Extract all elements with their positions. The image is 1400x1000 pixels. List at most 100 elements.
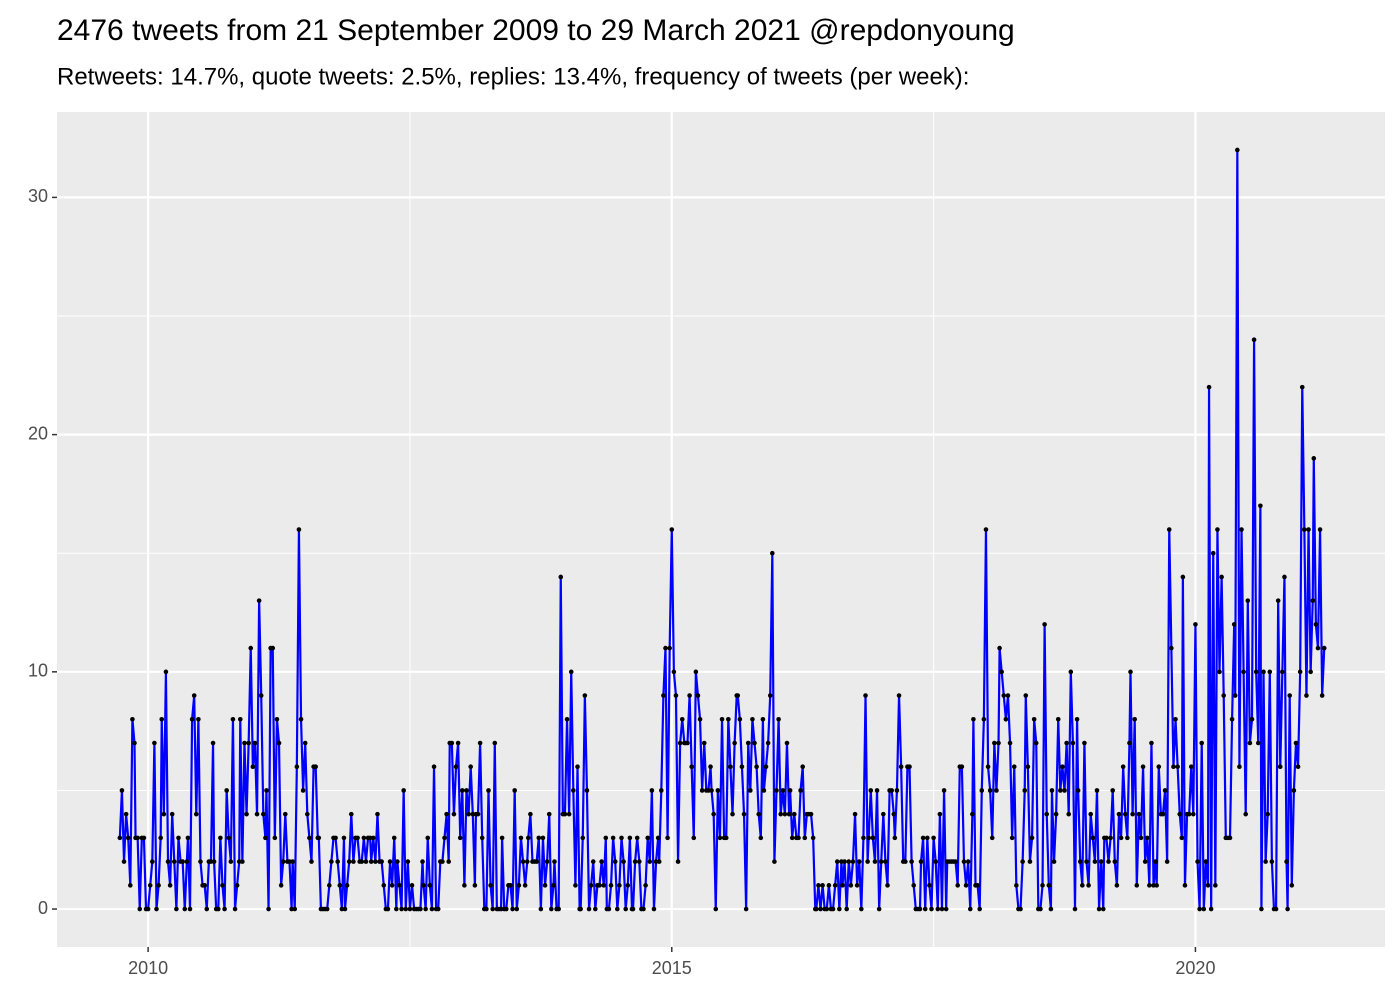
data-point xyxy=(163,669,169,675)
data-point xyxy=(298,716,304,722)
data-point xyxy=(551,883,556,888)
data-point xyxy=(656,859,662,864)
data-point xyxy=(675,859,681,864)
data-point xyxy=(971,716,976,722)
data-point xyxy=(446,859,451,864)
data-point xyxy=(608,883,614,888)
data-point xyxy=(730,811,735,817)
data-point xyxy=(538,906,544,912)
data-point xyxy=(780,788,786,793)
data-point xyxy=(224,788,229,793)
data-point xyxy=(848,883,854,888)
data-point xyxy=(610,835,616,841)
data-point xyxy=(1289,883,1295,888)
data-point xyxy=(637,859,642,864)
data-point xyxy=(1237,764,1242,770)
data-point xyxy=(918,859,924,864)
data-point xyxy=(1182,883,1188,888)
data-point xyxy=(765,740,771,746)
chart-title: 2476 tweets from 21 September 2009 to 29… xyxy=(57,14,1015,47)
data-point xyxy=(717,835,723,841)
data-point xyxy=(215,906,221,912)
data-point xyxy=(1025,764,1031,770)
data-point xyxy=(361,835,367,841)
data-point xyxy=(701,740,707,746)
data-point xyxy=(697,716,703,722)
data-point xyxy=(1153,859,1158,864)
data-point xyxy=(1247,740,1253,746)
data-point xyxy=(839,859,844,864)
data-point xyxy=(671,669,677,675)
data-point xyxy=(891,811,897,817)
data-point xyxy=(1023,693,1029,698)
data-point xyxy=(1306,527,1311,532)
data-point xyxy=(917,906,923,912)
data-point xyxy=(699,788,705,793)
data-point xyxy=(498,906,504,912)
data-point xyxy=(254,811,260,817)
data-point xyxy=(1287,693,1292,698)
data-point xyxy=(174,906,179,912)
data-point xyxy=(985,764,991,770)
data-point xyxy=(615,906,620,912)
data-point xyxy=(1251,337,1257,343)
data-point xyxy=(210,740,216,746)
data-point xyxy=(1068,669,1074,675)
data-point xyxy=(719,716,725,722)
data-point xyxy=(1112,859,1118,864)
data-point xyxy=(1064,740,1069,746)
data-point xyxy=(1191,811,1196,817)
data-point xyxy=(237,716,243,722)
data-point xyxy=(248,645,254,651)
data-point xyxy=(732,740,737,746)
data-point xyxy=(359,859,365,864)
data-point xyxy=(782,811,788,817)
data-point xyxy=(558,574,564,580)
data-point xyxy=(132,740,137,746)
data-point xyxy=(655,835,661,841)
data-point xyxy=(381,883,387,888)
data-point xyxy=(230,716,236,722)
data-point xyxy=(612,859,618,864)
data-point xyxy=(1258,503,1263,509)
data-point xyxy=(1134,883,1140,888)
data-point xyxy=(571,788,576,793)
data-point xyxy=(1179,835,1185,841)
data-point xyxy=(787,788,793,793)
data-point xyxy=(647,859,653,864)
data-point xyxy=(726,716,731,722)
data-point xyxy=(211,859,217,864)
data-point xyxy=(1033,740,1039,746)
data-point xyxy=(748,788,753,793)
y-tick-label: 10 xyxy=(28,661,48,681)
data-point xyxy=(405,859,411,864)
data-point xyxy=(503,906,509,912)
data-point xyxy=(961,859,967,864)
data-point xyxy=(1206,384,1212,390)
data-point xyxy=(767,693,773,698)
data-point xyxy=(418,906,423,912)
data-point xyxy=(711,811,716,817)
data-point xyxy=(466,811,471,817)
data-point xyxy=(754,764,759,770)
data-point xyxy=(1042,622,1047,627)
data-point xyxy=(156,883,161,888)
data-point xyxy=(208,859,214,864)
chart-subtitle: Retweets: 14.7%, quote tweets: 2.5%, rep… xyxy=(57,63,969,90)
data-point xyxy=(287,859,292,864)
data-point xyxy=(240,859,245,864)
data-point xyxy=(409,883,415,888)
data-point xyxy=(651,906,657,912)
data-point xyxy=(750,716,755,722)
data-point xyxy=(1046,883,1052,888)
data-point xyxy=(399,906,404,912)
data-point xyxy=(421,883,426,888)
data-point xyxy=(802,835,808,841)
data-point xyxy=(667,645,672,651)
data-point xyxy=(1144,835,1150,841)
data-point xyxy=(169,811,175,817)
data-point xyxy=(1304,693,1309,698)
data-point xyxy=(1149,740,1154,746)
data-point xyxy=(892,835,898,841)
data-point xyxy=(566,811,572,817)
